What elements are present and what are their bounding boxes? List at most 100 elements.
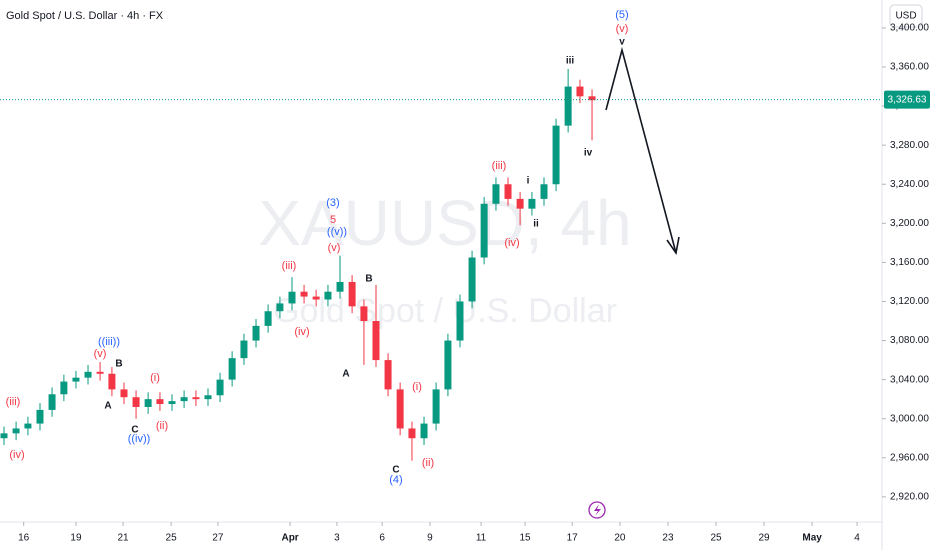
currency-button[interactable] — [889, 4, 923, 28]
candle-body — [348, 281, 356, 307]
chart-title: Gold Spot / U.S. Dollar · 4h · FX — [6, 10, 164, 22]
x-tick-label: 4 — [854, 533, 860, 544]
projection-line — [605, 46, 677, 254]
y-tick-label: 2,920.00 — [890, 491, 929, 502]
candle-body — [516, 198, 524, 209]
x-tick-label: 23 — [662, 533, 674, 544]
x-tick-label: 6 — [379, 533, 385, 544]
wave-label: 5 — [330, 214, 336, 226]
arrow-head — [666, 236, 680, 256]
candle-body — [300, 291, 308, 297]
x-tick-label: 15 — [520, 533, 532, 544]
wave-label: (iv) — [9, 449, 24, 461]
candle-body — [588, 96, 596, 101]
event-bolt — [594, 504, 601, 516]
candle-body — [468, 257, 476, 302]
y-tick-label: 3,160.00 — [890, 257, 929, 268]
wave-label: (ii) — [156, 420, 168, 432]
wave-label: B — [365, 274, 372, 285]
y-tick-label: 3,080.00 — [890, 335, 929, 346]
candle-body — [216, 379, 224, 396]
candle-body — [564, 86, 572, 126]
candle-body — [12, 428, 20, 434]
wave-label: (v) — [94, 348, 107, 360]
y-tick-label: 3,200.00 — [890, 218, 929, 229]
candle-body — [540, 184, 548, 199]
wave-label: ((v)) — [327, 226, 347, 238]
candle-body — [96, 371, 104, 374]
wave-label: (ii) — [422, 457, 434, 469]
candle-body — [408, 428, 416, 439]
x-tick-label: 20 — [614, 533, 626, 544]
candle-body — [36, 409, 44, 424]
x-tick-label: 29 — [758, 533, 770, 544]
watermark: XAUUSD, 4h — [258, 187, 631, 259]
currency[interactable]: USD — [895, 11, 916, 22]
candle-body — [144, 399, 152, 407]
candle-body — [336, 281, 344, 292]
candle-body — [552, 125, 560, 185]
x-tick-label: May — [802, 533, 822, 544]
y-tick-label: 3,280.00 — [890, 140, 929, 151]
wave-label: (i) — [412, 381, 422, 393]
candle-body — [276, 303, 284, 312]
wave-label: ((iv)) — [128, 433, 151, 445]
wave-label: ii — [533, 219, 539, 230]
candle-body — [24, 423, 32, 429]
candle-body — [384, 360, 392, 390]
wave-label: (4) — [389, 474, 402, 486]
candle-body — [312, 296, 320, 300]
wave-label: (5) — [615, 9, 628, 21]
candle-body — [240, 340, 248, 359]
wave-label: iv — [584, 148, 593, 159]
candle-body — [156, 399, 164, 405]
x-tick-label: 3 — [334, 533, 340, 544]
wave-label: B — [115, 359, 122, 370]
x-tick-label: 21 — [117, 533, 129, 544]
candle-body — [252, 325, 260, 341]
candle-body — [0, 433, 8, 439]
last-price-box — [884, 90, 930, 109]
candle-body — [456, 301, 464, 341]
x-tick-label: 25 — [166, 533, 178, 544]
candle-body — [576, 86, 584, 97]
wave-label: (iii) — [282, 260, 297, 272]
candle-body — [360, 306, 368, 322]
wave-label: A — [104, 401, 111, 412]
candle-body — [480, 203, 488, 258]
events-icon[interactable] — [588, 501, 606, 519]
candle-body — [48, 394, 56, 410]
x-tick-label: Apr — [281, 533, 298, 544]
y-tick-label: 3,360.00 — [890, 62, 929, 73]
candle-body — [192, 397, 200, 400]
x-tick-label: 27 — [212, 533, 224, 544]
candle-body — [396, 389, 404, 429]
candle-body — [120, 389, 128, 398]
candle-body — [228, 358, 236, 380]
candle-body — [420, 423, 428, 439]
wave-label: (v) — [328, 242, 341, 254]
wave-label: (i) — [150, 372, 160, 384]
y-tick-label: 3,400.00 — [890, 23, 929, 34]
candle-body — [492, 184, 500, 204]
wave-label: iii — [566, 56, 575, 67]
candle-body — [288, 291, 296, 304]
candle-body — [168, 401, 176, 405]
candle-body — [528, 198, 536, 209]
x-tick-label: 9 — [427, 533, 433, 544]
candle-body — [132, 397, 140, 407]
wave-label: (iv) — [294, 326, 309, 338]
x-tick-label: 25 — [710, 533, 722, 544]
candle-body — [84, 371, 92, 378]
candle-body — [264, 311, 272, 326]
candle-body — [504, 184, 512, 199]
wave-label: C — [131, 425, 138, 436]
candle-body — [372, 321, 380, 361]
y-tick-label: 3,240.00 — [890, 179, 929, 190]
candle-body — [444, 340, 452, 390]
candle-body — [72, 377, 80, 382]
wave-label: A — [342, 369, 349, 380]
wave-label: (3) — [326, 197, 339, 209]
